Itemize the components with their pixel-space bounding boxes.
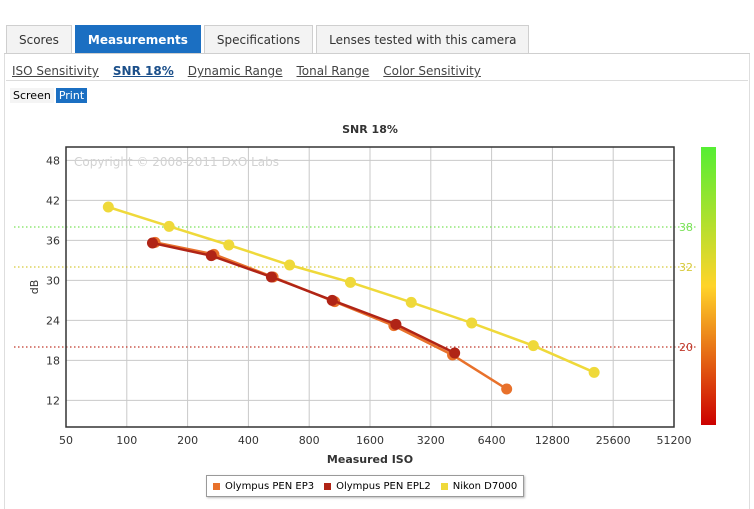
tab-measurements[interactable]: Measurements bbox=[74, 25, 201, 53]
sublink-iso-sensitivity[interactable]: ISO Sensitivity bbox=[12, 64, 99, 78]
data-point bbox=[390, 318, 402, 330]
data-point bbox=[449, 347, 461, 359]
data-point bbox=[466, 317, 478, 329]
y-axis-label: dB bbox=[28, 280, 41, 295]
view-mode-toggle: Screen Print bbox=[10, 88, 88, 103]
legend-swatch bbox=[440, 482, 448, 490]
sublink-snr-18[interactable]: SNR 18% bbox=[112, 64, 174, 78]
reference-line-label: 20 bbox=[679, 341, 693, 354]
main-tabs: Scores Measurements Specifications Lense… bbox=[6, 25, 530, 54]
x-axis-label: Measured ISO bbox=[327, 453, 413, 466]
data-point bbox=[326, 294, 338, 306]
data-point bbox=[163, 220, 175, 232]
print-mode-button[interactable]: Print bbox=[55, 88, 88, 103]
data-point bbox=[265, 271, 277, 283]
x-tick-label: 200 bbox=[177, 434, 198, 447]
x-tick-label: 25600 bbox=[596, 434, 631, 447]
screen-mode-button[interactable]: Screen bbox=[10, 88, 54, 103]
x-tick-label: 100 bbox=[116, 434, 137, 447]
tab-scores[interactable]: Scores bbox=[6, 25, 72, 53]
x-tick-label: 800 bbox=[299, 434, 320, 447]
y-tick-label: 24 bbox=[46, 314, 60, 327]
chart-legend: Olympus PEN EP3 Olympus PEN EPL2 Nikon D70… bbox=[206, 475, 525, 497]
tab-divider bbox=[4, 53, 750, 54]
y-tick-label: 18 bbox=[46, 354, 60, 367]
x-tick-label: 50 bbox=[59, 434, 73, 447]
legend-swatch bbox=[324, 482, 332, 490]
data-point bbox=[223, 239, 235, 251]
reference-line-label: 38 bbox=[679, 221, 693, 234]
data-point bbox=[284, 259, 296, 271]
x-tick-label: 3200 bbox=[417, 434, 445, 447]
series-line bbox=[152, 241, 456, 355]
sublink-dynamic-range[interactable]: Dynamic Range bbox=[187, 64, 283, 78]
x-tick-label: 51200 bbox=[657, 434, 692, 447]
data-point bbox=[501, 383, 513, 395]
y-tick-label: 42 bbox=[46, 194, 60, 207]
content-panel bbox=[4, 54, 750, 509]
data-point bbox=[344, 276, 356, 288]
legend-item: Olympus PEN EP3 bbox=[213, 481, 314, 492]
y-tick-label: 36 bbox=[46, 234, 60, 247]
data-point bbox=[588, 366, 600, 378]
sublink-tonal-range[interactable]: Tonal Range bbox=[296, 64, 370, 78]
legend-label: Olympus PEN EP3 bbox=[225, 480, 315, 492]
x-tick-label: 6400 bbox=[478, 434, 506, 447]
legend-label: Nikon D7000 bbox=[452, 480, 518, 492]
x-tick-label: 1600 bbox=[356, 434, 384, 447]
sublink-color-sensitivity[interactable]: Color Sensitivity bbox=[383, 64, 481, 78]
x-tick-label: 400 bbox=[238, 434, 259, 447]
y-tick-label: 30 bbox=[46, 274, 60, 287]
legend-item: Nikon D7000 bbox=[440, 480, 518, 492]
legend-item: Olympus PEN EPL2 bbox=[324, 481, 431, 492]
copyright-watermark: Copyright © 2008-2011 DxO Labs bbox=[74, 155, 279, 169]
data-point bbox=[527, 340, 539, 352]
legend-label: Olympus PEN EPL2 bbox=[336, 480, 431, 492]
data-point bbox=[146, 237, 158, 249]
plot-frame bbox=[65, 146, 675, 428]
color-scale-bar bbox=[701, 147, 716, 425]
subnav-divider bbox=[6, 80, 748, 81]
y-tick-label: 12 bbox=[46, 394, 60, 407]
data-point bbox=[205, 250, 217, 262]
tab-lenses-tested[interactable]: Lenses tested with this camera bbox=[316, 25, 530, 53]
measurement-subnav: ISO Sensitivity SNR 18% Dynamic Range To… bbox=[12, 64, 481, 78]
tab-specifications[interactable]: Specifications bbox=[203, 25, 314, 53]
legend-swatch bbox=[213, 482, 220, 490]
data-point bbox=[102, 201, 114, 213]
chart-title: SNR 18% bbox=[342, 123, 398, 136]
reference-line-label: 32 bbox=[679, 261, 693, 274]
y-tick-label: 48 bbox=[46, 154, 60, 167]
x-tick-label: 12800 bbox=[535, 434, 570, 447]
data-point bbox=[405, 296, 417, 308]
